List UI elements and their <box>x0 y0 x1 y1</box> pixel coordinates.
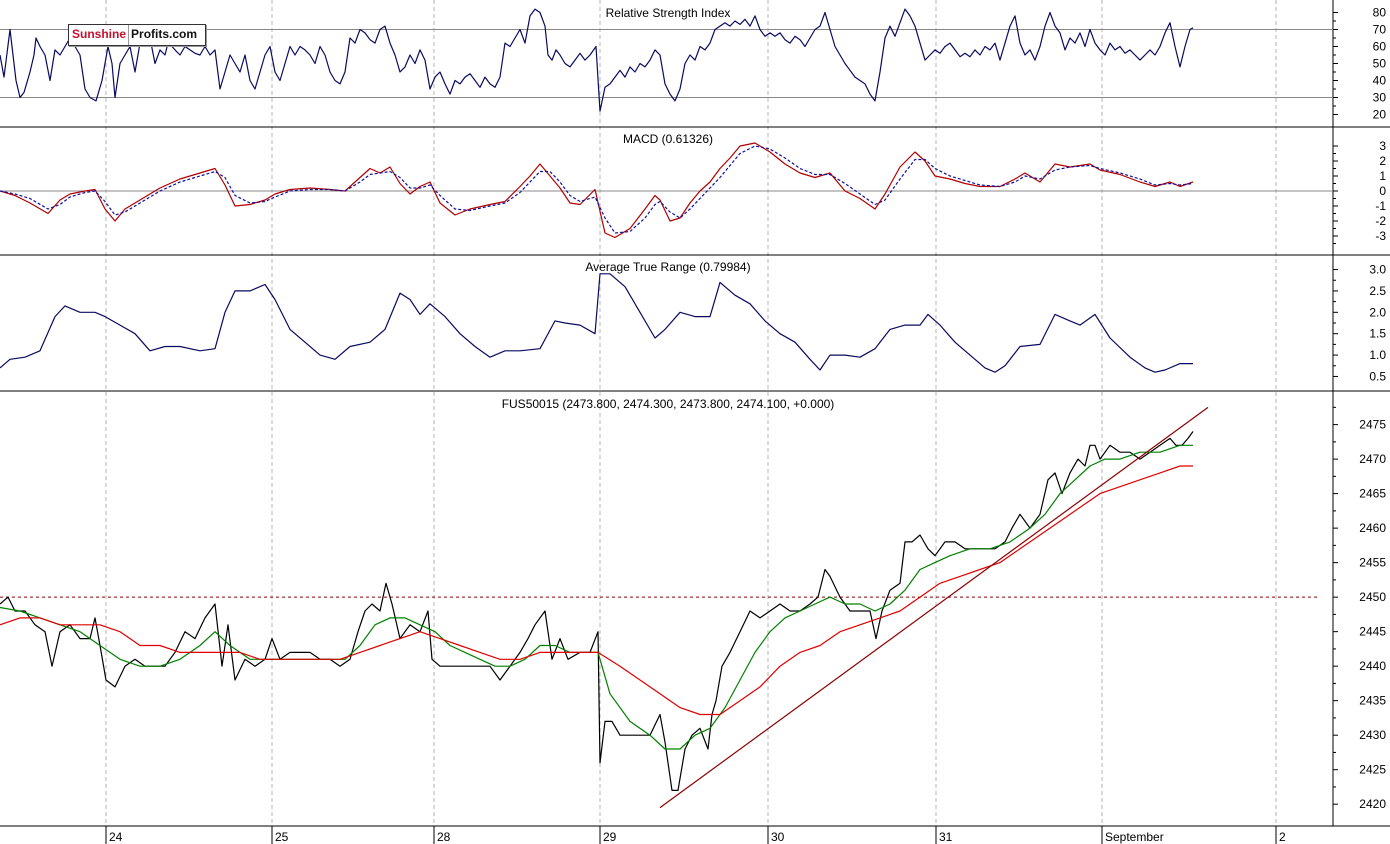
y-tick-label-1: 30 <box>1373 91 1387 105</box>
y-tick-label-2: 2430 <box>1359 728 1386 742</box>
y-tick-label-6: 2450 <box>1359 590 1386 604</box>
y-tick-label-0: 20 <box>1373 108 1387 122</box>
x-tick-label-3: 29 <box>603 830 617 844</box>
panel-0: 20 30 40 50 60 70 80 Relative Strength Index <box>0 6 1386 122</box>
brand-logo: Sunshine Profits.com <box>68 24 207 46</box>
x-tick-label-0: 24 <box>109 830 123 844</box>
y-tick-label-5: 3.0 <box>1369 263 1386 277</box>
y-tick-label-4: 2440 <box>1359 659 1386 673</box>
y-tick-label-3: 0 <box>1379 184 1386 198</box>
y-tick-label-0: 3 <box>1379 139 1386 153</box>
y-tick-label-1: 1.0 <box>1369 348 1386 362</box>
series-ma-short <box>0 444 1193 750</box>
y-tick-label-5: 2445 <box>1359 625 1386 639</box>
y-tick-label-1: 2425 <box>1359 763 1386 777</box>
series-rsi <box>0 8 1194 112</box>
y-tick-label-3: 2435 <box>1359 694 1386 708</box>
y-tick-label-6: -3 <box>1375 229 1386 243</box>
series-macd <box>0 142 1194 239</box>
y-tick-label-6: 80 <box>1373 6 1387 20</box>
y-tick-label-2: 1 <box>1379 169 1386 183</box>
y-tick-label-4: 2.5 <box>1369 284 1386 298</box>
brand-part2: Profits.com <box>129 25 206 45</box>
y-tick-label-10: 2470 <box>1359 452 1386 466</box>
panel-title-0: Relative Strength Index <box>606 6 731 20</box>
y-tick-label-0: 2420 <box>1359 797 1386 811</box>
x-tick-label-4: 30 <box>771 830 785 844</box>
panel-2: 0.5 1.0 1.5 2.0 2.5 3.0 Average True Range (0.… <box>0 260 1386 383</box>
y-tick-label-5: 70 <box>1373 23 1387 37</box>
y-tick-label-2: 40 <box>1373 74 1387 88</box>
panel-title-3: FUS50015 (2473.800, 2474.300, 2473.800, … <box>502 397 835 411</box>
y-tick-label-9: 2465 <box>1359 487 1386 501</box>
y-tick-label-5: -2 <box>1375 214 1386 228</box>
y-tick-label-0: 0.5 <box>1369 369 1386 383</box>
series-trend-line <box>659 406 1209 809</box>
series-price <box>0 431 1194 791</box>
x-tick-label-2: 28 <box>437 830 451 844</box>
y-tick-label-4: -1 <box>1375 199 1386 213</box>
x-axis: 24 25 28 29 30 31 September 2 <box>105 826 1286 844</box>
x-tick-label-6: September <box>1105 830 1164 844</box>
panel-3: 2420 2425 2430 2435 2440 2445 2450 2455 2460 2465… <box>0 397 1386 811</box>
series-signal <box>0 145 1194 234</box>
series-atr <box>0 273 1193 373</box>
y-tick-label-3: 2.0 <box>1369 305 1386 319</box>
y-tick-label-7: 2455 <box>1359 556 1386 570</box>
x-tick-label-7: 2 <box>1279 830 1286 844</box>
x-tick-label-5: 31 <box>939 830 953 844</box>
panel-title-2: Average True Range (0.79984) <box>585 260 750 274</box>
x-tick-label-1: 25 <box>275 830 289 844</box>
series-ma-long <box>0 465 1193 716</box>
y-tick-label-2: 1.5 <box>1369 327 1386 341</box>
panel-title-1: MACD (0.61326) <box>623 132 713 146</box>
y-tick-label-4: 60 <box>1373 40 1387 54</box>
y-tick-label-11: 2475 <box>1359 418 1386 432</box>
y-tick-label-1: 2 <box>1379 154 1386 168</box>
y-tick-label-3: 50 <box>1373 57 1387 71</box>
y-tick-label-8: 2460 <box>1359 521 1386 535</box>
vertical-gridlines <box>105 0 1277 826</box>
brand-part1: Sunshine <box>69 25 130 45</box>
